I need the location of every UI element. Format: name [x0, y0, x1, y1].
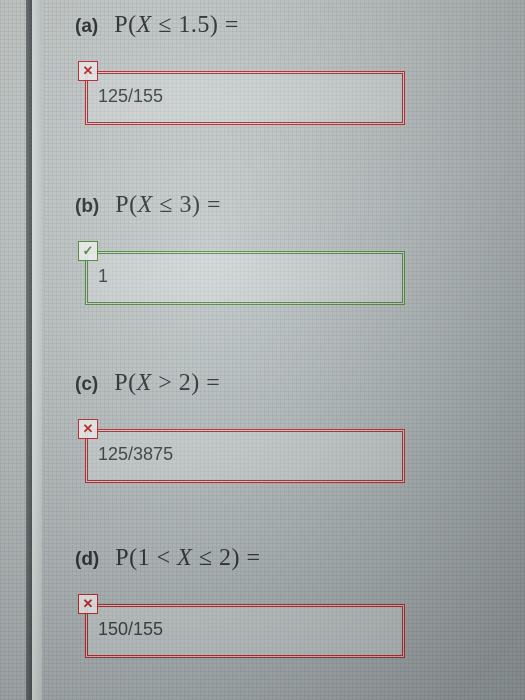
- question-a-answer-value: 125/155: [98, 86, 163, 106]
- question-a-answer-wrap: 125/155 ✕: [85, 71, 405, 125]
- wrong-icon: ✕: [78, 594, 98, 614]
- question-a-answer-input[interactable]: 125/155: [85, 71, 405, 125]
- question-b-prompt: (b) P(X ≤ 3) =: [75, 192, 505, 219]
- question-c-answer-input[interactable]: 125/3875: [85, 429, 405, 483]
- question-a-label: (a): [75, 16, 98, 37]
- question-a-expression: P(X ≤ 1.5) =: [114, 12, 239, 38]
- question-d-expression: P(1 < X ≤ 2) =: [115, 545, 260, 571]
- page-root: (a) P(X ≤ 1.5) = 125/155 ✕ (b) P(X ≤ 3) …: [0, 0, 525, 700]
- wrong-icon: ✕: [78, 61, 98, 81]
- questions-container: (a) P(X ≤ 1.5) = 125/155 ✕ (b) P(X ≤ 3) …: [75, 0, 505, 700]
- question-b: (b) P(X ≤ 3) = 1 ✓: [75, 192, 505, 305]
- correct-icon: ✓: [78, 241, 98, 261]
- question-c: (c) P(X > 2) = 125/3875 ✕: [75, 370, 505, 483]
- question-d-label: (d): [75, 549, 99, 570]
- question-c-expression: P(X > 2) =: [114, 370, 220, 396]
- question-c-prompt: (c) P(X > 2) =: [75, 370, 505, 397]
- question-c-label: (c): [75, 374, 98, 395]
- question-b-answer-wrap: 1 ✓: [85, 251, 405, 305]
- question-c-answer-wrap: 125/3875 ✕: [85, 429, 405, 483]
- question-b-label: (b): [75, 196, 99, 217]
- question-d: (d) P(1 < X ≤ 2) = 150/155 ✕: [75, 545, 505, 658]
- question-a: (a) P(X ≤ 1.5) = 125/155 ✕: [75, 12, 505, 125]
- page-edge-light: [32, 0, 42, 700]
- wrong-icon: ✕: [78, 419, 98, 439]
- question-a-prompt: (a) P(X ≤ 1.5) =: [75, 12, 505, 39]
- question-b-expression: P(X ≤ 3) =: [115, 192, 221, 218]
- question-d-prompt: (d) P(1 < X ≤ 2) =: [75, 545, 505, 572]
- question-d-answer-wrap: 150/155 ✕: [85, 604, 405, 658]
- question-b-answer-input[interactable]: 1: [85, 251, 405, 305]
- question-b-answer-value: 1: [98, 266, 108, 286]
- question-d-answer-input[interactable]: 150/155: [85, 604, 405, 658]
- question-d-answer-value: 150/155: [98, 619, 163, 639]
- question-c-answer-value: 125/3875: [98, 444, 173, 464]
